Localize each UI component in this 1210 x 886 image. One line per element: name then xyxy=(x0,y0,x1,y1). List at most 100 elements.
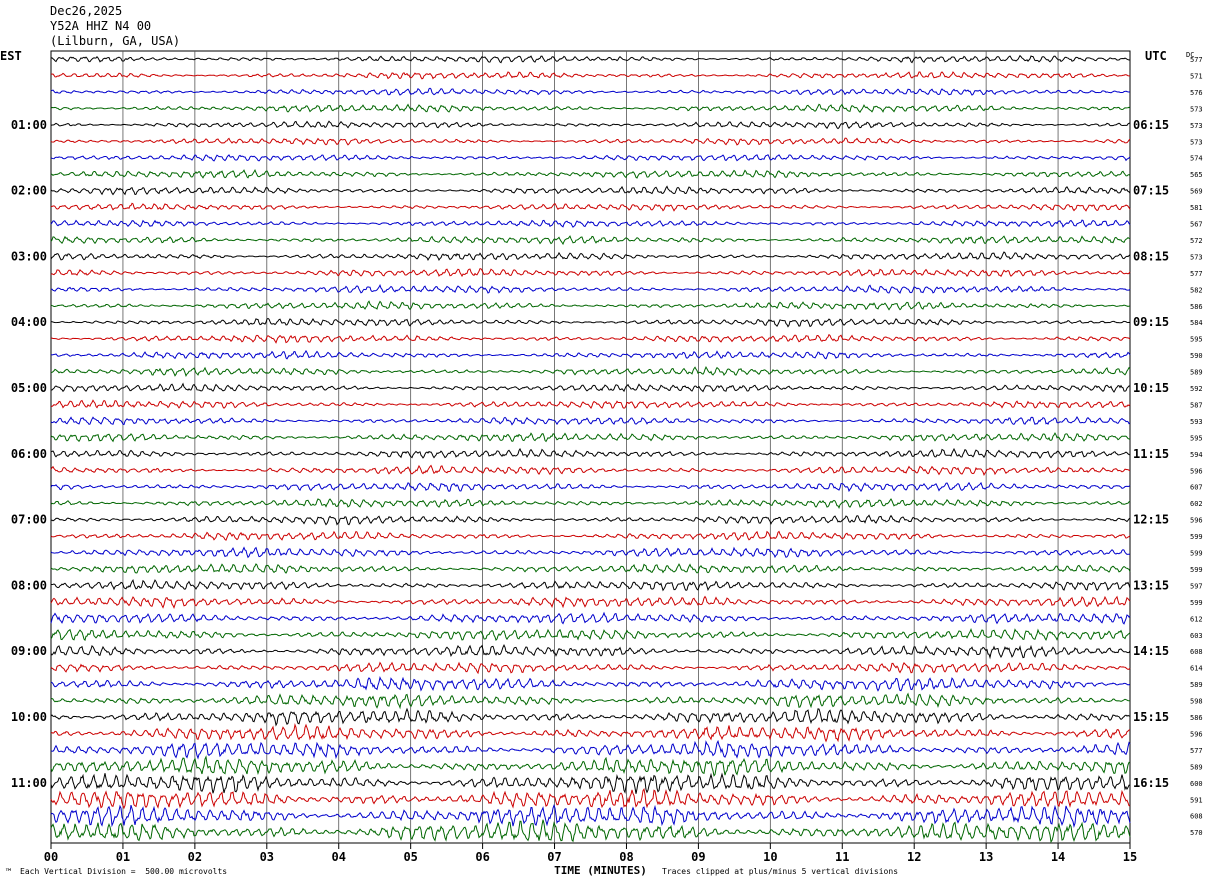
dc-offset-label: 586 xyxy=(1190,714,1203,722)
dc-offset-label: 573 xyxy=(1190,138,1203,146)
right-hour-label: 11:15 xyxy=(1133,447,1169,461)
x-tick-label: 01 xyxy=(116,850,130,864)
seismic-trace-1 xyxy=(50,54,1131,64)
dc-offset-label: 573 xyxy=(1190,253,1203,261)
dc-offset-label: 576 xyxy=(1190,89,1203,97)
seismic-trace-23 xyxy=(50,416,1131,426)
seismic-trace-13 xyxy=(50,251,1131,262)
seismic-trace-21 xyxy=(50,382,1131,393)
clip-note: Traces clipped at plus/minus 5 vertical … xyxy=(662,867,899,876)
dc-offset-label: 612 xyxy=(1190,615,1203,623)
seismic-trace-10 xyxy=(50,202,1131,212)
left-timezone-label: EST xyxy=(0,49,22,63)
seismic-trace-26 xyxy=(50,464,1131,476)
x-tick-label: 03 xyxy=(260,850,274,864)
left-hour-label: 05:00 xyxy=(11,381,47,395)
dc-offset-label: 574 xyxy=(1190,155,1203,163)
dc-offset-label: 599 xyxy=(1190,566,1203,574)
dc-offset-label: 602 xyxy=(1190,500,1203,508)
seismic-trace-7 xyxy=(50,154,1131,162)
dc-offset-label: 599 xyxy=(1190,599,1203,607)
right-hour-label: 10:15 xyxy=(1133,381,1169,395)
dc-offset-label: 592 xyxy=(1190,385,1203,393)
dc-offset-label: 593 xyxy=(1190,418,1203,426)
seismic-trace-44 xyxy=(50,755,1131,777)
plot-frame xyxy=(50,50,1131,844)
dc-offset-label: 596 xyxy=(1190,517,1203,525)
dc-offset-label: 573 xyxy=(1190,105,1203,113)
seismic-trace-36 xyxy=(50,628,1131,642)
dc-offset-label: 570 xyxy=(1190,829,1203,837)
x-tick-label: 04 xyxy=(332,850,346,864)
left-hour-label: 03:00 xyxy=(11,249,47,263)
dc-offset-label: 614 xyxy=(1190,665,1203,673)
left-hour-label: 07:00 xyxy=(11,513,47,527)
seismic-trace-9 xyxy=(50,185,1131,196)
x-axis-title: TIME (MINUTES) xyxy=(554,864,647,877)
right-hour-label: 06:15 xyxy=(1133,118,1169,132)
seismic-trace-38 xyxy=(50,661,1131,675)
x-tick-label: 14 xyxy=(1051,850,1065,864)
dc-offset-label: 603 xyxy=(1190,632,1203,640)
seismic-trace-6 xyxy=(50,137,1131,146)
seismic-trace-29 xyxy=(50,514,1131,526)
right-hour-label: 08:15 xyxy=(1133,249,1169,263)
seismic-trace-14 xyxy=(50,268,1131,278)
seismic-trace-27 xyxy=(50,481,1131,493)
x-tick-label: 05 xyxy=(403,850,417,864)
seismic-trace-5 xyxy=(50,120,1131,130)
dc-offset-label: 600 xyxy=(1190,780,1203,788)
right-hour-label: 13:15 xyxy=(1133,578,1169,592)
seismic-trace-18 xyxy=(50,333,1131,344)
right-hour-label: 12:15 xyxy=(1133,513,1169,527)
corner-mark: ™ xyxy=(6,868,12,878)
seismic-trace-41 xyxy=(50,707,1131,727)
dc-offset-label: 589 xyxy=(1190,763,1203,771)
dc-offset-label: 577 xyxy=(1190,56,1203,64)
x-tick-label: 13 xyxy=(979,850,993,864)
seismic-trace-39 xyxy=(50,675,1131,692)
record-date: Dec26,2025 xyxy=(50,4,123,18)
dc-offset-label: 589 xyxy=(1190,681,1203,689)
dc-offset-label: 571 xyxy=(1190,72,1203,80)
seismic-trace-2 xyxy=(50,71,1131,80)
left-hour-label: 09:00 xyxy=(11,644,47,658)
seismic-trace-46 xyxy=(50,788,1131,810)
dc-offset-label: 608 xyxy=(1190,813,1203,821)
dc-offset-label: 599 xyxy=(1190,533,1203,541)
x-tick-label: 12 xyxy=(907,850,921,864)
left-hour-label: 01:00 xyxy=(11,118,47,132)
x-tick-label: 10 xyxy=(763,850,777,864)
dc-offset-label: 596 xyxy=(1190,467,1203,475)
seismic-trace-43 xyxy=(50,739,1131,760)
seismic-trace-48 xyxy=(50,819,1131,843)
dc-offset-label: 577 xyxy=(1190,270,1203,278)
dc-offset-label: 590 xyxy=(1190,352,1203,360)
dc-offset-label: 595 xyxy=(1190,434,1203,442)
station-location: (Lilburn, GA, USA) xyxy=(50,34,181,48)
dc-offset-label: 589 xyxy=(1190,369,1203,377)
dc-offset-label: 599 xyxy=(1190,550,1203,558)
dc-offset-label: 608 xyxy=(1190,648,1203,656)
scale-note: Each Vertical Division = 500.00 microvol… xyxy=(20,867,228,876)
dc-offset-label: 572 xyxy=(1190,237,1203,245)
x-tick-label: 00 xyxy=(44,850,58,864)
dc-offset-label: 596 xyxy=(1190,730,1203,738)
seismic-trace-37 xyxy=(50,644,1131,660)
seismic-trace-40 xyxy=(50,692,1131,710)
x-tick-label: 15 xyxy=(1123,850,1137,864)
seismic-trace-28 xyxy=(50,498,1131,510)
seismic-trace-15 xyxy=(50,284,1131,294)
left-hour-label: 06:00 xyxy=(11,447,47,461)
left-hour-label: 11:00 xyxy=(11,776,47,790)
dc-offset-label: 587 xyxy=(1190,401,1203,409)
seismic-trace-11 xyxy=(50,219,1131,228)
dc-offset-label: 586 xyxy=(1190,303,1203,311)
right-hour-label: 09:15 xyxy=(1133,315,1169,329)
dc-offset-label: 584 xyxy=(1190,319,1203,327)
x-tick-label: 08 xyxy=(619,850,633,864)
seismic-trace-22 xyxy=(50,399,1131,410)
left-hour-label: 04:00 xyxy=(11,315,47,329)
seismic-trace-20 xyxy=(50,365,1131,377)
seismic-trace-3 xyxy=(50,87,1131,96)
